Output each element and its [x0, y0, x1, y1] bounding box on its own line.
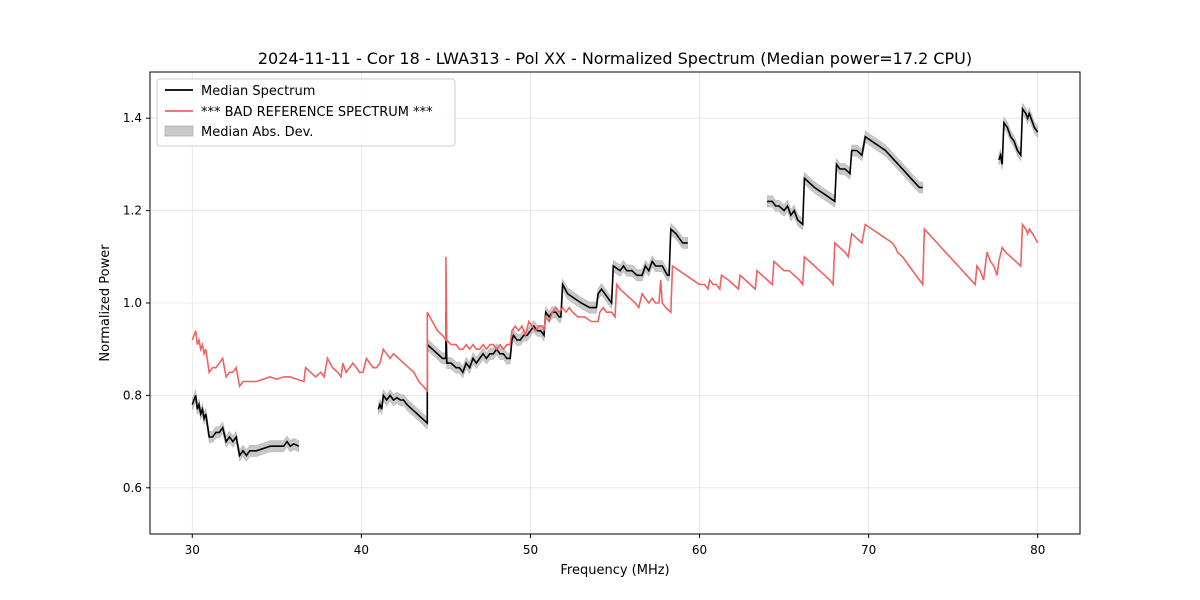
y-tick-label: 1.4 [123, 111, 142, 125]
median-spectrum-line [377, 227, 688, 425]
mad-band-segment [192, 389, 300, 462]
median-spectrum-line [191, 395, 300, 458]
x-tick-label: 70 [861, 543, 876, 557]
median-spectrum-line [767, 135, 923, 227]
y-axis-label: Normalized Power [98, 244, 113, 362]
reference-spectrum-line [191, 222, 1039, 393]
x-tick-label: 60 [692, 543, 707, 557]
y-tick-label: 1.0 [123, 296, 142, 310]
legend-box [156, 78, 456, 147]
legend-mad-swatch [164, 125, 194, 137]
y-tick-label: 0.8 [123, 388, 142, 402]
legend-reference-label: *** BAD REFERENCE SPECTRUM *** [201, 105, 433, 120]
y-tick-label: 1.2 [123, 204, 142, 218]
tick-layer: 30 40 50 60 70 80 0.6 0.8 1.0 1.2 1.4 [123, 111, 1045, 557]
x-tick-label: 30 [185, 543, 200, 557]
mad-band-segment [998, 102, 1038, 170]
x-axis-label: Frequency (MHz) [560, 563, 669, 578]
y-tick-label: 0.6 [123, 481, 142, 495]
median-spectrum-line [998, 106, 1039, 165]
x-tick-label: 80 [1030, 543, 1045, 557]
legend: Median Spectrum *** BAD REFERENCE SPECTR… [156, 78, 456, 147]
x-tick-label: 50 [523, 543, 538, 557]
legend-mad-label: Median Abs. Dev. [201, 125, 313, 140]
series-line-layer [191, 106, 1039, 458]
x-tick-label: 40 [354, 543, 369, 557]
grid-layer [150, 72, 1080, 534]
legend-median-label: Median Spectrum [201, 84, 315, 99]
chart-title: 2024-11-11 - Cor 18 - LWA313 - Pol XX - … [258, 49, 972, 68]
